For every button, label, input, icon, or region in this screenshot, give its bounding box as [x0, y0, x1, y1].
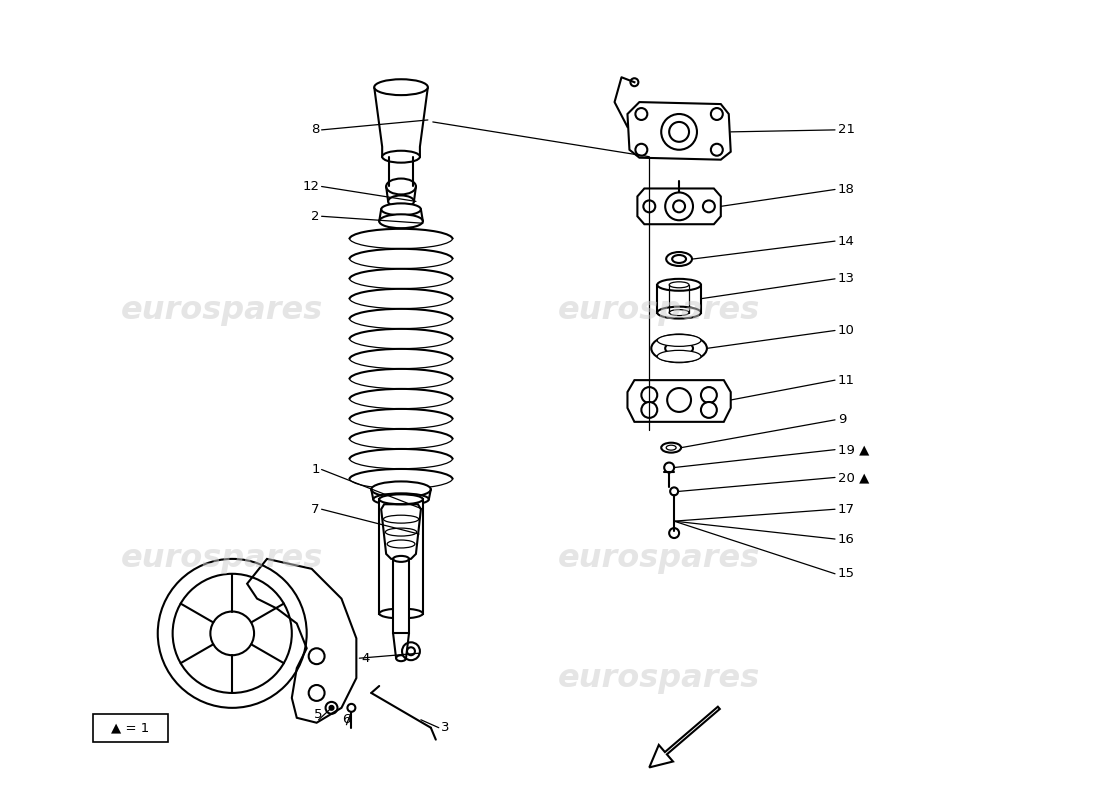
Circle shape: [407, 647, 415, 655]
Ellipse shape: [384, 515, 419, 523]
Ellipse shape: [669, 310, 689, 315]
Ellipse shape: [382, 150, 420, 162]
Circle shape: [641, 402, 658, 418]
Circle shape: [309, 685, 324, 701]
Text: 15: 15: [838, 567, 855, 580]
Circle shape: [309, 648, 324, 664]
Ellipse shape: [661, 442, 681, 453]
Ellipse shape: [388, 195, 414, 207]
Text: 16: 16: [838, 533, 855, 546]
Text: 1: 1: [311, 463, 320, 476]
Circle shape: [636, 144, 647, 156]
Ellipse shape: [385, 528, 417, 536]
Text: 10: 10: [838, 324, 855, 337]
Text: 3: 3: [441, 722, 449, 734]
Ellipse shape: [658, 334, 701, 346]
Circle shape: [210, 611, 254, 655]
Ellipse shape: [379, 494, 422, 504]
Text: 6: 6: [342, 714, 351, 726]
Circle shape: [664, 462, 674, 473]
Ellipse shape: [396, 655, 406, 661]
Circle shape: [668, 388, 691, 412]
Text: 20 ▲: 20 ▲: [838, 471, 869, 484]
Ellipse shape: [658, 279, 701, 290]
Text: eurospares: eurospares: [121, 295, 323, 326]
Text: 19 ▲: 19 ▲: [838, 443, 869, 456]
Ellipse shape: [372, 482, 431, 498]
Text: 4: 4: [361, 652, 370, 665]
Ellipse shape: [393, 556, 409, 562]
Text: 2: 2: [311, 210, 320, 222]
Text: 17: 17: [838, 502, 855, 516]
Circle shape: [670, 487, 678, 495]
Text: 13: 13: [838, 272, 855, 286]
Circle shape: [711, 108, 723, 120]
Text: ▲ = 1: ▲ = 1: [111, 722, 150, 734]
Text: 18: 18: [838, 183, 855, 196]
Circle shape: [330, 706, 333, 710]
Text: 8: 8: [311, 123, 320, 136]
Circle shape: [644, 200, 656, 212]
Text: 14: 14: [838, 234, 855, 248]
Text: 12: 12: [302, 180, 320, 193]
Ellipse shape: [373, 494, 429, 506]
FancyBboxPatch shape: [393, 559, 409, 634]
FancyArrow shape: [649, 706, 719, 767]
Text: eurospares: eurospares: [558, 662, 760, 694]
Ellipse shape: [669, 282, 689, 288]
FancyBboxPatch shape: [658, 285, 701, 313]
Text: 5: 5: [315, 708, 323, 722]
Text: eurospares: eurospares: [121, 543, 323, 574]
Text: 9: 9: [838, 414, 846, 426]
Circle shape: [641, 387, 658, 403]
Circle shape: [703, 200, 715, 212]
Circle shape: [711, 144, 723, 156]
Circle shape: [157, 559, 307, 708]
Ellipse shape: [389, 182, 412, 190]
Text: eurospares: eurospares: [558, 295, 760, 326]
Circle shape: [630, 78, 638, 86]
Ellipse shape: [379, 609, 422, 618]
Circle shape: [701, 402, 717, 418]
Ellipse shape: [658, 306, 701, 318]
Ellipse shape: [379, 214, 422, 228]
Circle shape: [326, 702, 338, 714]
Circle shape: [669, 528, 679, 538]
Circle shape: [173, 574, 292, 693]
Circle shape: [701, 387, 717, 403]
Text: 21: 21: [838, 123, 855, 136]
Ellipse shape: [672, 255, 686, 263]
Text: 11: 11: [838, 374, 855, 386]
Ellipse shape: [382, 203, 421, 215]
Text: 7: 7: [311, 502, 320, 516]
Ellipse shape: [667, 445, 676, 450]
Circle shape: [348, 704, 355, 712]
Ellipse shape: [667, 252, 692, 266]
Ellipse shape: [651, 334, 707, 362]
Bar: [94, 714, 167, 742]
Ellipse shape: [374, 79, 428, 95]
Ellipse shape: [658, 350, 701, 362]
Text: eurospares: eurospares: [558, 543, 760, 574]
Ellipse shape: [386, 178, 416, 194]
Circle shape: [669, 122, 689, 142]
Circle shape: [402, 642, 420, 660]
Circle shape: [661, 114, 697, 150]
Circle shape: [666, 193, 693, 220]
Circle shape: [636, 108, 647, 120]
Circle shape: [673, 200, 685, 212]
Ellipse shape: [666, 342, 693, 355]
FancyBboxPatch shape: [379, 499, 422, 614]
Ellipse shape: [387, 540, 415, 548]
